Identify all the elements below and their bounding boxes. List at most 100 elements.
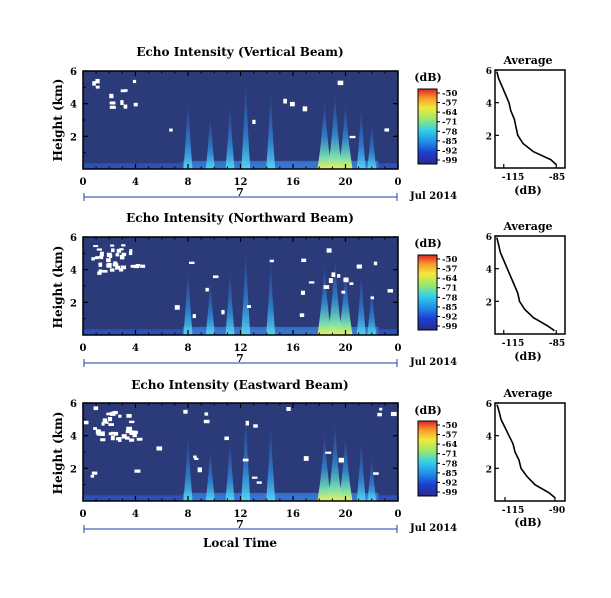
x-tick-label: 16: [286, 177, 300, 188]
clear-air-pixel: [106, 258, 111, 263]
date-label: Jul 2014: [409, 191, 457, 202]
clear-air-pixel: [108, 423, 114, 426]
clear-air-pixel: [183, 409, 188, 414]
y-axis-label: Height (km): [51, 79, 65, 162]
echo-cell: [317, 429, 332, 501]
colorbar-ticks: -50-57-64-71-78-85-92-99: [437, 89, 457, 166]
colorbar-unit: (dB): [414, 237, 441, 250]
echo-cell: [356, 269, 366, 335]
clear-air-pixel: [337, 274, 341, 278]
echo-cell: [367, 455, 377, 501]
y-tick-label: 6: [70, 67, 77, 78]
clear-air-pixel: [126, 426, 133, 431]
clear-air-pixel: [109, 268, 115, 272]
average-profile-line: [496, 71, 557, 166]
colorbar-tick-label: -64: [442, 440, 457, 450]
clear-air-pixel: [120, 265, 127, 270]
clear-air-pixel: [83, 420, 89, 425]
echo-cell: [241, 245, 251, 335]
average-y-tick-label: 2: [486, 132, 492, 142]
average-plot: 2 4 6: [486, 400, 556, 501]
x-tick-label: 0: [395, 177, 402, 188]
clear-air-pixel: [133, 102, 138, 107]
heatmap-plot: 0 4 8 12 16 20 0 2 4 6: [70, 399, 401, 520]
colorbar-tick-label: -71: [442, 118, 457, 128]
x-tick-label: 0: [80, 509, 87, 520]
clear-air-pixel: [303, 456, 309, 461]
clear-air-pixel: [302, 106, 308, 112]
clear-air-pixel: [283, 98, 287, 104]
average-y-tick-label: 6: [486, 67, 492, 77]
panel-northward: Echo Intensity (Northward Beam) 0 4 8 12 16 2…: [51, 211, 566, 368]
clear-air-pixel: [109, 105, 116, 109]
x-tick-label: 12: [234, 177, 248, 188]
x-tick-label: 20: [339, 343, 353, 354]
echo-cell: [328, 419, 342, 501]
x-tick-label: 0: [80, 343, 87, 354]
x-axis-label: Local Time: [203, 536, 277, 550]
clear-air-pixel: [119, 248, 124, 251]
panel-title: Echo Intensity (Vertical Beam): [136, 45, 343, 59]
colorbar-unit: (dB): [414, 71, 441, 84]
clear-air-pixel: [338, 457, 344, 463]
clear-air-pixel: [356, 264, 362, 269]
clear-air-pixel: [253, 424, 258, 428]
y-tick-label: 2: [70, 298, 77, 309]
colorbar-tick-label: -78: [442, 459, 457, 469]
average-y-tick-label: 4: [486, 100, 492, 110]
colorbar: (dB) -50-57-64-71-78-85-92-99: [414, 71, 457, 166]
clear-air-pixel: [106, 412, 112, 416]
x-tick-label: 0: [395, 509, 402, 520]
clear-air-pixel: [224, 436, 229, 441]
clear-air-pixel: [110, 244, 115, 247]
average-profile-line: [496, 404, 556, 499]
day-label: 7: [236, 518, 244, 531]
echo-cell: [183, 432, 193, 501]
echo-cell: [356, 103, 366, 169]
x-tick-label: 16: [286, 343, 300, 354]
average-y-tick-label: 6: [486, 233, 492, 243]
clear-air-pixel: [300, 290, 306, 295]
clear-air-pixel: [93, 427, 97, 430]
average-xlabel: (dB): [514, 350, 541, 363]
clear-air-pixel: [115, 253, 120, 257]
clear-air-pixel: [118, 268, 124, 272]
colorbar-tick-label: -57: [442, 265, 457, 275]
clear-air-pixel: [349, 282, 354, 285]
clear-air-pixel: [115, 265, 121, 270]
date-label: Jul 2014: [409, 523, 457, 534]
average-profile: Average 2 4 6 -115 -90 (dB): [486, 387, 566, 529]
colorbar-ticks: -50-57-64-71-78-85-92-99: [437, 255, 457, 332]
clear-air-pixel: [115, 437, 121, 441]
colorbar-tick-label: -71: [442, 450, 457, 460]
rain-echo-band: [182, 160, 379, 169]
echo-cell: [317, 259, 332, 335]
y-tick-label: 6: [70, 233, 77, 244]
time-axis-bar: 7 Jul 2014 Local Time: [83, 518, 457, 550]
panel-title: Echo Intensity (Northward Beam): [126, 211, 354, 225]
clear-air-pixel: [112, 411, 118, 415]
clear-air-pixel: [308, 281, 315, 284]
clear-air-pixel: [349, 135, 356, 139]
clear-air-pixel: [90, 474, 95, 478]
clear-air-pixel: [221, 309, 225, 315]
average-title: Average: [502, 387, 552, 400]
echo-cell: [328, 87, 342, 169]
clear-air-pixel: [98, 262, 103, 267]
x-tick-label: 0: [80, 177, 87, 188]
clear-air-pixel: [110, 101, 116, 105]
average-xtick-right: -90: [549, 506, 565, 516]
colorbar-tick-label: -99: [442, 322, 457, 332]
y-tick-label: 2: [70, 464, 77, 475]
day-label: 7: [236, 352, 244, 365]
clear-air-pixel: [373, 261, 378, 266]
x-tick-label: 12: [234, 343, 248, 354]
colorbar-tick-label: -92: [442, 312, 457, 322]
x-tick-label: 4: [132, 509, 139, 520]
colorbar-unit: (dB): [414, 404, 441, 417]
x-ticks: 0 4 8 12 16 20 0: [80, 403, 402, 520]
clear-air-pixel: [136, 438, 143, 441]
y-tick-label: 2: [70, 132, 77, 143]
clear-air-pixel: [120, 89, 127, 93]
